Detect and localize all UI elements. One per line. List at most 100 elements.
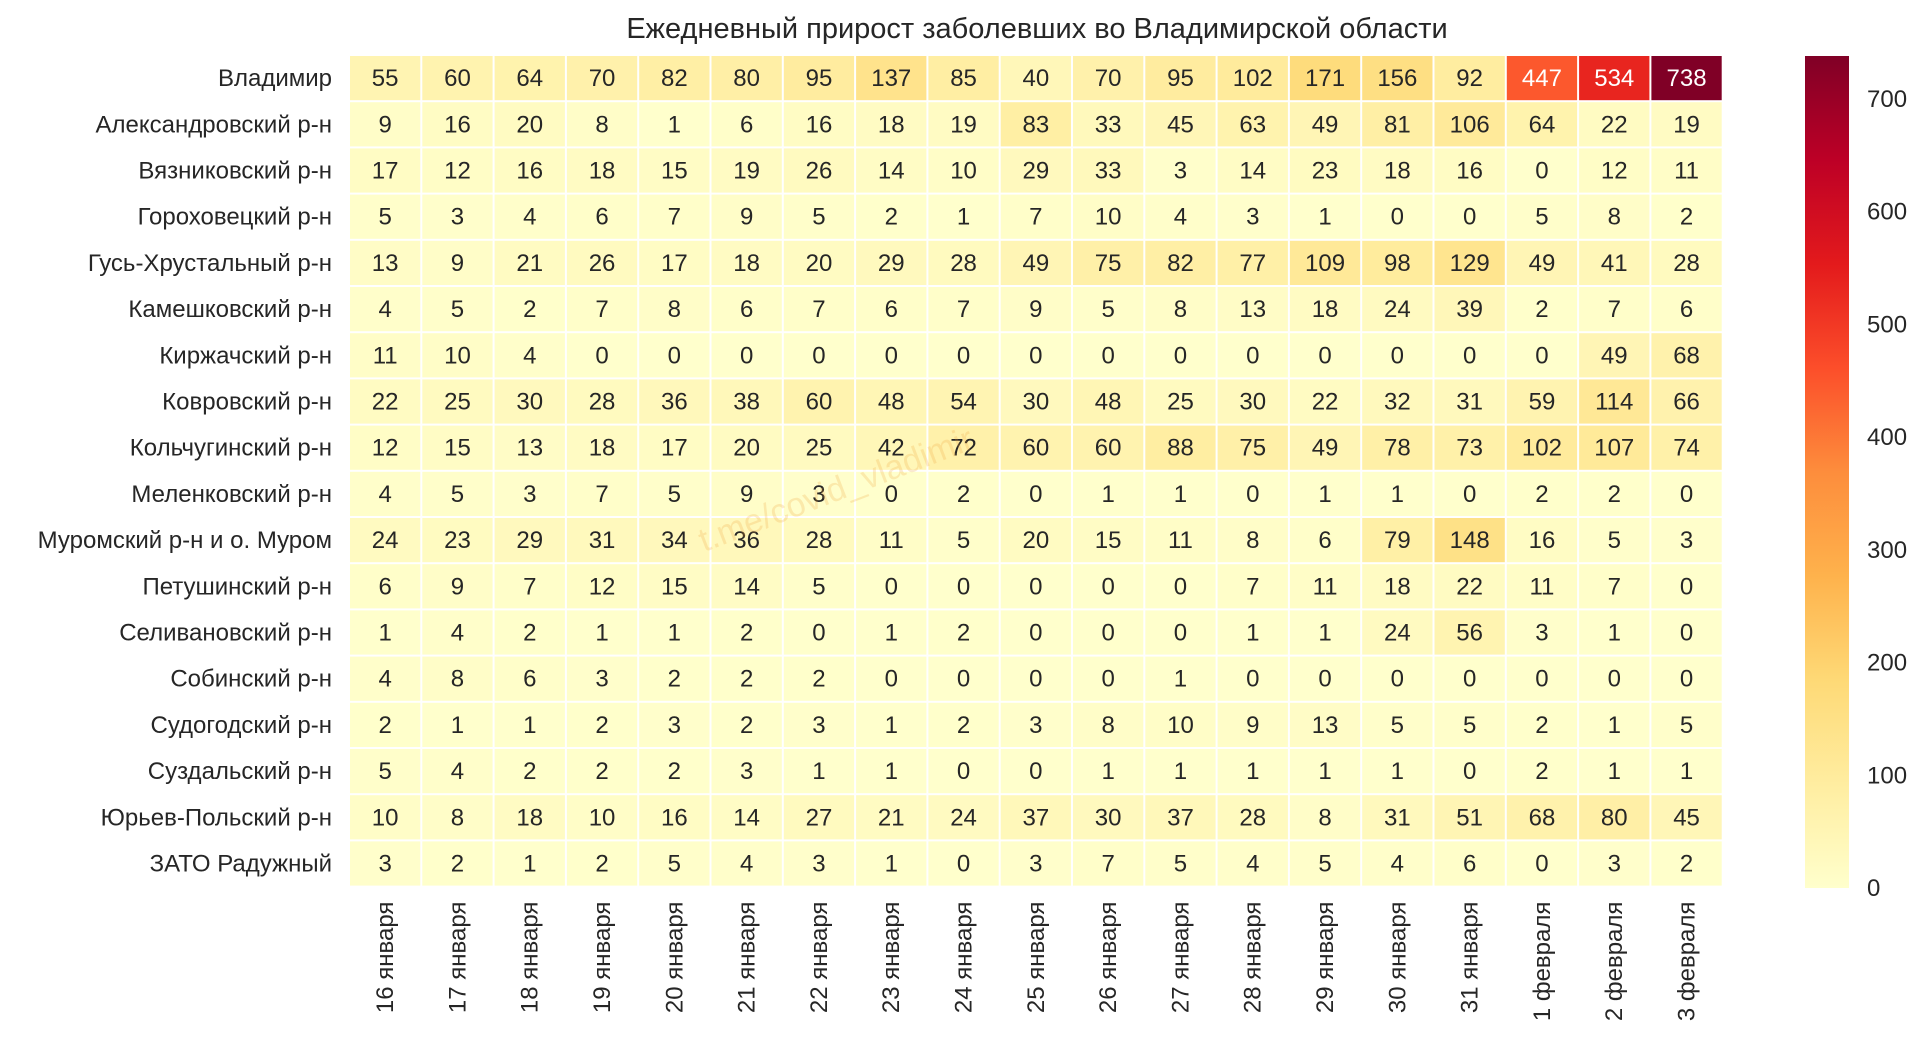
cell-value-label: 4: [1391, 851, 1404, 878]
heatmap-cell: [566, 56, 638, 101]
heatmap-cell: [1073, 795, 1144, 840]
cell-value-label: 0: [957, 342, 970, 369]
row-label: Юрьев-Польский р-н: [101, 804, 332, 831]
heatmap-cell: [783, 795, 855, 840]
heatmap-cell: [783, 518, 855, 563]
heatmap-cell: [350, 518, 421, 563]
cell-value-label: 0: [1391, 204, 1404, 231]
heatmap-cell: [1289, 240, 1361, 285]
heatmap-cell: [1073, 841, 1144, 886]
cell-value-label: 2: [1535, 481, 1548, 508]
heatmap-cell: [1651, 471, 1722, 516]
cell-value-label: 2: [595, 851, 608, 878]
cell-value-label: 0: [1246, 342, 1259, 369]
heatmap-cell: [494, 379, 565, 424]
heatmap-cell: [350, 194, 421, 239]
cell-value-label: 4: [378, 481, 391, 508]
heatmap-cell: [1579, 379, 1650, 424]
heatmap-cell: [350, 702, 421, 747]
heatmap-cell: [1000, 471, 1071, 516]
cell-value-label: 92: [1456, 65, 1483, 92]
cell-value-label: 10: [1167, 712, 1194, 739]
column-label: 31 января: [1457, 902, 1484, 1014]
cell-value-label: 14: [1239, 158, 1266, 185]
heatmap-cell: [639, 749, 710, 794]
cell-value-label: 7: [1608, 573, 1621, 600]
heatmap-cell: [1145, 148, 1216, 193]
cell-value-label: 0: [1029, 342, 1042, 369]
heatmap-cell: [1073, 194, 1144, 239]
cell-value-label: 7: [595, 296, 608, 323]
heatmap-cell: [1000, 795, 1071, 840]
heatmap-cell: [1289, 148, 1361, 193]
heatmap-cell: [1289, 795, 1361, 840]
cell-value-label: 1: [1608, 758, 1621, 785]
heatmap-cell: [1145, 841, 1216, 886]
cell-value-label: 0: [812, 342, 825, 369]
heatmap-cell: [422, 564, 493, 609]
cell-value-label: 0: [957, 851, 970, 878]
cell-value-label: 1: [1608, 620, 1621, 647]
cell-value-label: 148: [1450, 527, 1490, 554]
heatmap-cell: [1651, 102, 1722, 147]
heatmap-cell: [1434, 795, 1505, 840]
cell-value-label: 70: [589, 65, 616, 92]
heatmap-cell: [566, 194, 638, 239]
cell-value-label: 82: [1167, 250, 1194, 277]
cell-value-label: 18: [1384, 158, 1411, 185]
column-label: 25 января: [1023, 902, 1050, 1014]
heatmap-cell: [350, 471, 421, 516]
cell-value-label: 22: [1312, 389, 1339, 416]
cell-value-label: 4: [378, 666, 391, 693]
cell-value-label: 0: [1535, 342, 1548, 369]
cell-value-label: 107: [1594, 435, 1634, 462]
cell-value-label: 9: [451, 573, 464, 600]
heatmap-cell: [1434, 749, 1505, 794]
cell-value-label: 85: [950, 65, 977, 92]
cell-value-label: 20: [516, 111, 543, 138]
heatmap-cell: [1145, 425, 1216, 470]
cell-value-label: 7: [668, 204, 681, 231]
cell-value-label: 1: [1391, 481, 1404, 508]
cell-value-label: 102: [1522, 435, 1562, 462]
cell-value-label: 64: [516, 65, 543, 92]
cell-value-label: 6: [1463, 851, 1476, 878]
cell-value-label: 2: [1535, 296, 1548, 323]
cell-value-label: 60: [806, 389, 833, 416]
heatmap-cell: [1217, 425, 1288, 470]
heatmap-cell: [1145, 518, 1216, 563]
heatmap-cell: [639, 287, 710, 332]
cell-value-label: 60: [444, 65, 471, 92]
cell-value-label: 0: [1101, 666, 1114, 693]
cell-value-label: 24: [950, 804, 977, 831]
cell-value-label: 28: [1239, 804, 1266, 831]
cell-value-label: 42: [878, 435, 905, 462]
cell-value-label: 0: [1174, 342, 1187, 369]
heatmap-cell: [1434, 333, 1505, 378]
heatmap-cell: [566, 102, 638, 147]
heatmap-cell: [350, 333, 421, 378]
heatmap-cell: [1506, 287, 1578, 332]
cell-value-label: 24: [1384, 620, 1411, 647]
cell-value-label: 2: [595, 712, 608, 739]
heatmap-cell: [1073, 333, 1144, 378]
cell-value-label: 5: [378, 758, 391, 785]
heatmap-cell: [711, 471, 782, 516]
heatmap-cell: [783, 240, 855, 285]
heatmap-cell: [350, 610, 421, 655]
heatmap-cell: [639, 471, 710, 516]
heatmap-cell: [856, 795, 927, 840]
heatmap-cell: [422, 610, 493, 655]
heatmap-cell: [783, 333, 855, 378]
heatmap-cell: [1506, 795, 1578, 840]
heatmap-cell: [711, 56, 782, 101]
cell-value-label: 0: [1463, 666, 1476, 693]
heatmap-cell: [1506, 333, 1578, 378]
row-label: Владимир: [218, 65, 332, 92]
heatmap-cell: [1506, 102, 1578, 147]
heatmap-cell: [1362, 749, 1433, 794]
cell-value-label: 13: [372, 250, 399, 277]
heatmap-cell: [566, 333, 638, 378]
heatmap-cell: [422, 749, 493, 794]
cell-value-label: 8: [1246, 527, 1259, 554]
